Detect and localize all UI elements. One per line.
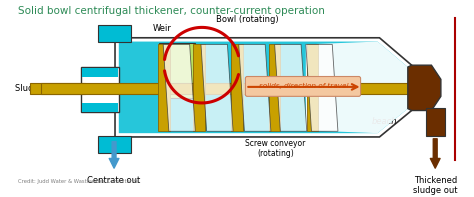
Bar xyxy=(82,103,118,112)
Bar xyxy=(307,44,318,131)
Bar xyxy=(98,25,131,42)
Polygon shape xyxy=(163,44,195,131)
Text: Thickened
sludge out: Thickened sludge out xyxy=(413,176,457,195)
Text: Screw conveyor
(rotating): Screw conveyor (rotating) xyxy=(246,139,306,158)
Polygon shape xyxy=(408,65,441,111)
Bar xyxy=(269,44,280,131)
Bar xyxy=(98,136,131,153)
Text: Bowl (rotating): Bowl (rotating) xyxy=(216,15,279,24)
Polygon shape xyxy=(306,42,408,133)
Text: Weir: Weir xyxy=(153,24,172,33)
Bar xyxy=(82,68,118,77)
Bar xyxy=(81,67,119,112)
Polygon shape xyxy=(115,38,411,137)
Text: Sludge in: Sludge in xyxy=(15,84,55,93)
Bar xyxy=(30,83,85,94)
Text: Centrate out: Centrate out xyxy=(87,176,141,185)
Text: solids, direction of travel: solids, direction of travel xyxy=(259,83,349,89)
Polygon shape xyxy=(119,42,408,133)
Bar xyxy=(426,108,445,136)
Text: beach: beach xyxy=(372,117,397,126)
Bar xyxy=(231,44,243,131)
Polygon shape xyxy=(306,44,338,131)
Polygon shape xyxy=(274,44,307,131)
FancyBboxPatch shape xyxy=(246,76,361,96)
Polygon shape xyxy=(239,44,271,131)
Bar xyxy=(158,44,170,131)
Bar xyxy=(193,44,205,131)
Polygon shape xyxy=(201,44,233,131)
Bar xyxy=(41,83,414,94)
Text: Credit: Judd Water & Wastewater Consultants: Credit: Judd Water & Wastewater Consulta… xyxy=(18,179,138,184)
Text: Solid bowl centrifugal thickener, counter-current operation: Solid bowl centrifugal thickener, counte… xyxy=(18,6,325,16)
Bar xyxy=(159,44,195,98)
